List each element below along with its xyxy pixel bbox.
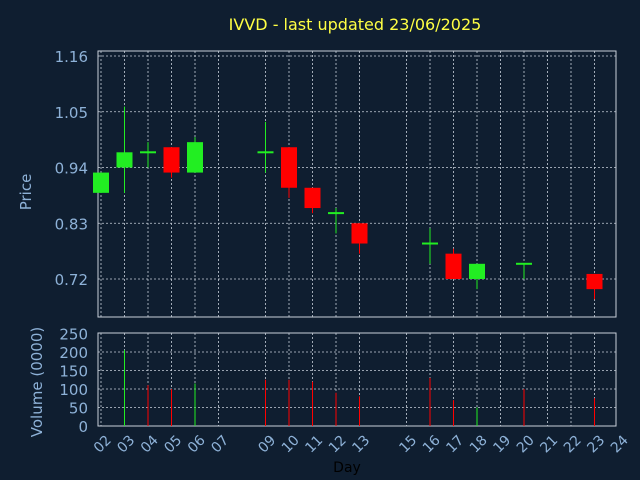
volume-tick-label: 150 <box>59 363 88 381</box>
candle-05 <box>163 147 180 178</box>
price-y-axis: 1.16 1.05 0.94 0.83 0.72 <box>55 48 88 289</box>
price-tick-label: 1.16 <box>55 48 88 66</box>
volume-tick-label: 200 <box>59 344 88 362</box>
candle-06 <box>187 137 203 173</box>
candle-09 <box>257 121 274 173</box>
candle-body <box>187 142 203 173</box>
price-tick-label: 0.94 <box>55 160 88 178</box>
candle-04 <box>140 142 156 168</box>
candle-body <box>163 147 180 173</box>
volume-tick-label: 100 <box>59 381 88 399</box>
volume-tick-label: 50 <box>69 400 88 418</box>
candles <box>93 106 603 300</box>
candle-23 <box>586 273 603 300</box>
candle-12 <box>328 208 344 234</box>
candle-body <box>469 263 485 279</box>
price-grid <box>98 51 616 317</box>
candle-17 <box>445 248 462 279</box>
volume-axis-label: Volume (0000) <box>28 327 46 437</box>
x-axis-label: Day <box>333 460 361 476</box>
volume-tick-label: 0 <box>78 418 88 436</box>
chart-title: IVVD - last updated 23/06/2025 <box>229 15 482 34</box>
candle-body <box>586 273 603 290</box>
volume-tick-label: 250 <box>59 326 88 344</box>
volume-panel-frame <box>97 332 617 427</box>
price-tick-label: 1.05 <box>55 104 88 122</box>
candle-02 <box>93 172 109 193</box>
price-tick-label: 0.72 <box>55 271 88 289</box>
candle-body <box>281 147 297 188</box>
price-axis-label: Price <box>17 174 35 211</box>
candle-body <box>93 172 109 193</box>
candle-16 <box>422 228 438 264</box>
candle-body <box>445 253 462 279</box>
candle-03 <box>116 106 133 193</box>
x-axis: 02 03 04 05 06 07 09 10 11 12 13 15 16 17 18 19 20 21 22 23… <box>91 432 632 456</box>
candle-13 <box>351 223 368 254</box>
candle-body <box>351 223 368 244</box>
volume-bars <box>124 350 595 426</box>
candle-body <box>116 152 133 168</box>
price-tick-label: 0.83 <box>55 215 88 233</box>
candle-18 <box>469 263 485 290</box>
price-panel: 1.16 1.05 0.94 0.83 0.72 Price <box>17 48 617 318</box>
candle-20 <box>516 262 532 279</box>
candle-10 <box>281 147 297 198</box>
candle-11 <box>304 187 321 214</box>
candle-body <box>304 187 321 209</box>
